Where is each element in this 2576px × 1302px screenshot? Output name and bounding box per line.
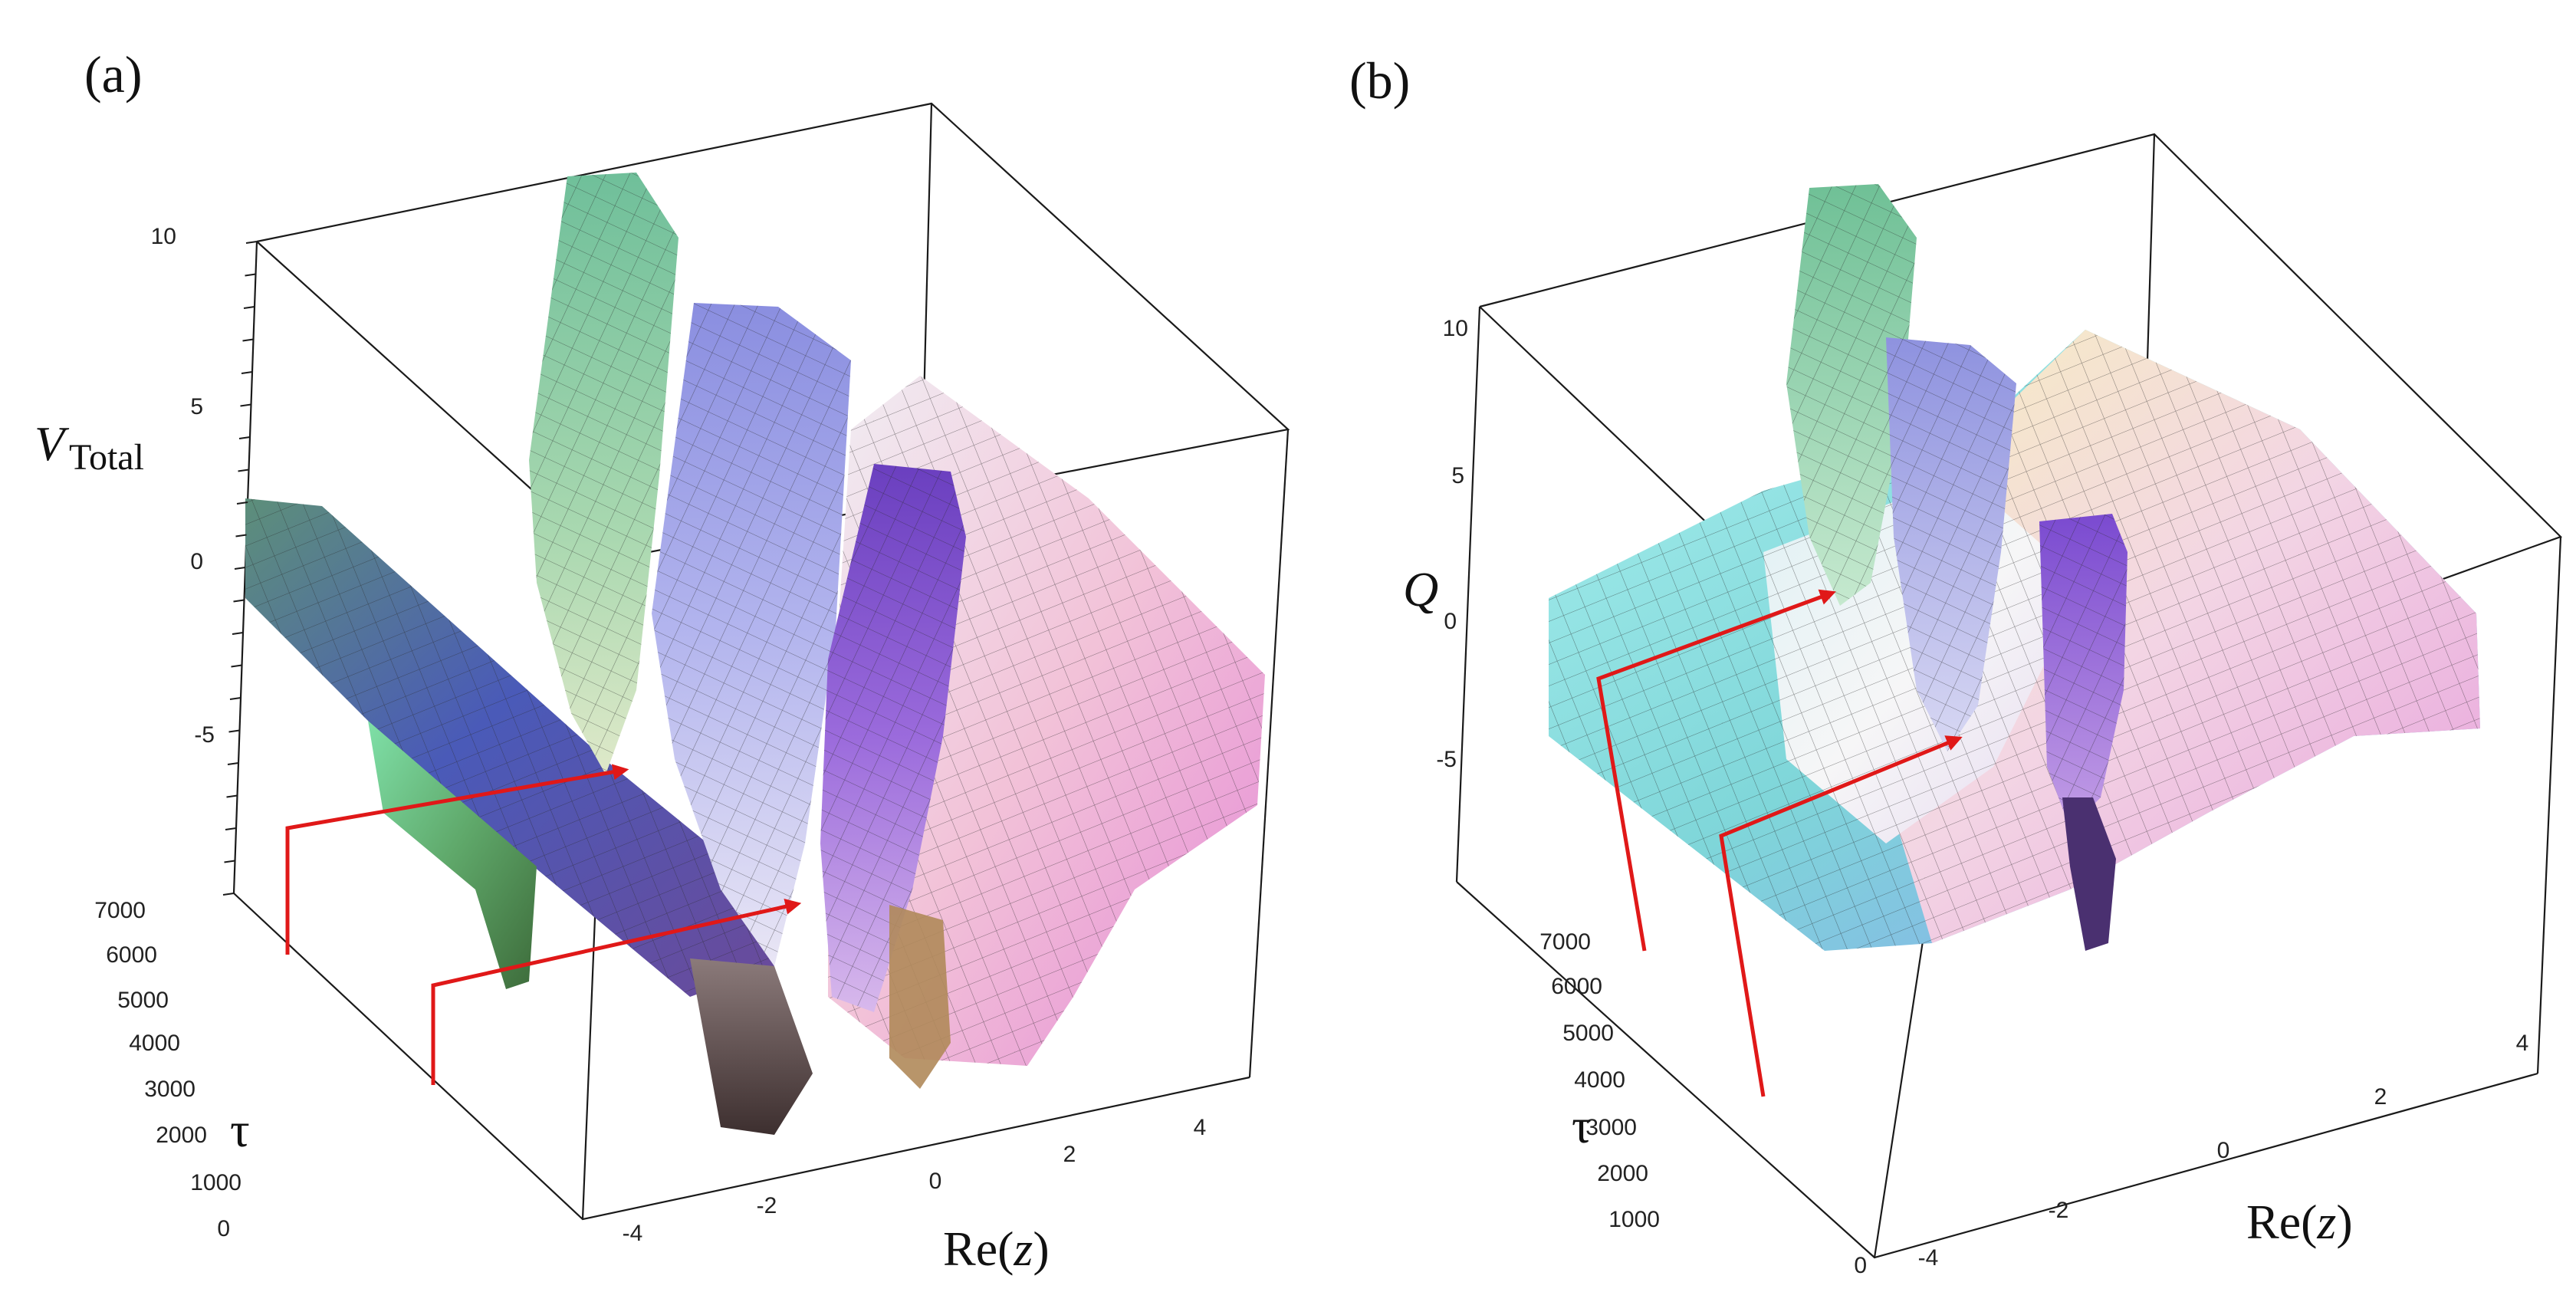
- panel-b-x-label-paren-open: (: [2301, 1195, 2317, 1249]
- panel-a-z-tick: -5: [194, 722, 215, 748]
- panel-a-z-tick-mark: [228, 729, 240, 733]
- panel-b-tau-tick: 0: [1854, 1253, 1867, 1278]
- panel-a-tau-tick: 0: [217, 1216, 230, 1241]
- panel-b-x-tick: 4: [2516, 1031, 2529, 1056]
- panel-a-z-label: V: [34, 416, 70, 471]
- panel-a-x-label-main: Re: [943, 1221, 997, 1276]
- panel-a-tau-tick: 2000: [156, 1123, 207, 1148]
- panel-b-arrow-upper: [1596, 589, 1836, 952]
- panel-b-z-tick: 10: [1443, 316, 1468, 341]
- panel-a-z-tick-mark: [241, 371, 253, 374]
- panel-a-z-tick-mark: [245, 241, 258, 244]
- panel-a-z-tick-mark: [222, 893, 235, 896]
- panel-a-z-tick-mark: [234, 567, 246, 570]
- panel-b-x-label-main: Re: [2246, 1195, 2301, 1249]
- panel-a-arrow-upper: [285, 764, 629, 955]
- panel-b-tau-tick: 3000: [1585, 1115, 1637, 1140]
- panel-b: (b): [1349, 51, 2563, 1278]
- panel-a-arrow-lower: [431, 899, 802, 1085]
- panel-a-x-label-var: z: [1013, 1221, 1033, 1276]
- panel-a-z-tick-mark: [232, 632, 244, 635]
- panel-b-x-tick: 2: [2374, 1084, 2387, 1110]
- panel-a-z-tick-mark: [226, 794, 238, 798]
- panel-a-z-tick-mark: [245, 273, 256, 277]
- panel-a-label: (a): [84, 45, 142, 104]
- panel-a-z-tick-mark: [227, 762, 239, 765]
- panel-a-tau-tick: 3000: [144, 1077, 196, 1102]
- panel-b-label: (b): [1349, 51, 1410, 110]
- panel-a-z-tick-mark: [229, 697, 242, 700]
- panel-a-z-tick: 10: [151, 224, 176, 249]
- panel-b-tau-label: τ: [1572, 1099, 1592, 1153]
- panel-a-z-tick-mark: [243, 306, 255, 309]
- panel-b-z-tick: 5: [1451, 463, 1464, 488]
- panel-b-tau-tick: 1000: [1608, 1207, 1660, 1232]
- panel-a-x-axis: -4 -2 0 2 4 Re(z): [623, 1115, 1207, 1276]
- panel-a-z-tick-mark: [238, 469, 249, 472]
- panel-a-z-label-sub: Total: [69, 437, 144, 478]
- panel-a-x-label: Re(z): [943, 1221, 1050, 1276]
- panel-a-x-label-paren-close: ): [1033, 1221, 1049, 1276]
- panel-a-z-axis: 10 5 0 -5 V Total: [34, 224, 258, 896]
- panel-a-z-tick: 5: [190, 394, 203, 419]
- panel-a-z-tick-mark: [236, 501, 248, 505]
- panel-a-z-tick-mark: [231, 664, 242, 668]
- panel-a-tau-label: τ: [230, 1103, 250, 1157]
- panel-a-x-tick: 4: [1194, 1115, 1207, 1140]
- panel-a-z-tick-mark: [224, 860, 235, 863]
- panel-a-z-tick-mark: [240, 403, 251, 407]
- panel-b-annotations: [1596, 589, 1963, 1097]
- panel-a-z-tick: 0: [190, 549, 203, 574]
- panel-a-x-tick: 0: [929, 1169, 942, 1194]
- panel-a-tau-tick: 5000: [117, 988, 169, 1013]
- panel-a-x-tick: -2: [757, 1193, 777, 1218]
- panel-a-tau-tick: 1000: [190, 1170, 242, 1195]
- panel-b-z-label: Q: [1403, 562, 1438, 616]
- panel-a-x-label-paren-open: (: [997, 1221, 1014, 1276]
- panel-b-z-axis: 10 5 0 -5 Q: [1403, 316, 1468, 772]
- panel-a-surface: [245, 173, 1265, 1135]
- panel-b-x-label-var: z: [2316, 1195, 2336, 1249]
- panel-b-arrow-lower: [1719, 735, 1963, 1097]
- panel-b-tau-tick: 7000: [1539, 929, 1591, 955]
- panel-b-surface: [1549, 184, 2480, 951]
- panel-a-x-tick: -4: [623, 1221, 643, 1246]
- panel-a-z-tick-mark: [233, 599, 245, 603]
- panel-b-tau-tick: 6000: [1551, 974, 1602, 999]
- panel-b-x-axis: -4 -2 0 2 4 Re(z): [1918, 1031, 2529, 1271]
- panel-b-tau-tick: 5000: [1562, 1021, 1614, 1046]
- panel-a-z-tick-mark: [242, 338, 254, 342]
- panel-b-z-tick: -5: [1436, 747, 1457, 772]
- panel-a-z-tick-mark: [225, 827, 237, 830]
- panel-b-x-tick: -2: [2049, 1198, 2069, 1223]
- panel-a-x-tick: 2: [1063, 1142, 1076, 1167]
- panel-b-tau-tick: 4000: [1574, 1067, 1625, 1093]
- panel-a-tau-tick: 7000: [94, 898, 146, 923]
- panel-b-z-tick: 0: [1444, 609, 1457, 634]
- panel-b-x-label-paren-close: ): [2336, 1195, 2352, 1249]
- panel-b-x-label: Re(z): [2246, 1195, 2353, 1249]
- panel-a-tau-tick: 4000: [129, 1031, 180, 1056]
- panel-a-tau-axis: 0 1000 2000 3000 4000 5000 6000 7000 τ: [94, 898, 249, 1241]
- panel-a-tau-tick: 6000: [106, 942, 157, 968]
- panel-b-x-tick: -4: [1918, 1245, 1939, 1271]
- panel-a-annotations: [285, 764, 802, 1085]
- panel-b-x-tick: 0: [2217, 1138, 2230, 1163]
- panel-a-z-tick-mark: [238, 436, 251, 439]
- panel-b-tau-tick: 2000: [1597, 1161, 1648, 1186]
- panel-b-tau-axis: 0 1000 2000 3000 4000 5000 6000 7000 τ: [1539, 929, 1867, 1278]
- panel-a-z-tick-mark: [235, 534, 247, 538]
- panel-a: (a): [34, 45, 1290, 1276]
